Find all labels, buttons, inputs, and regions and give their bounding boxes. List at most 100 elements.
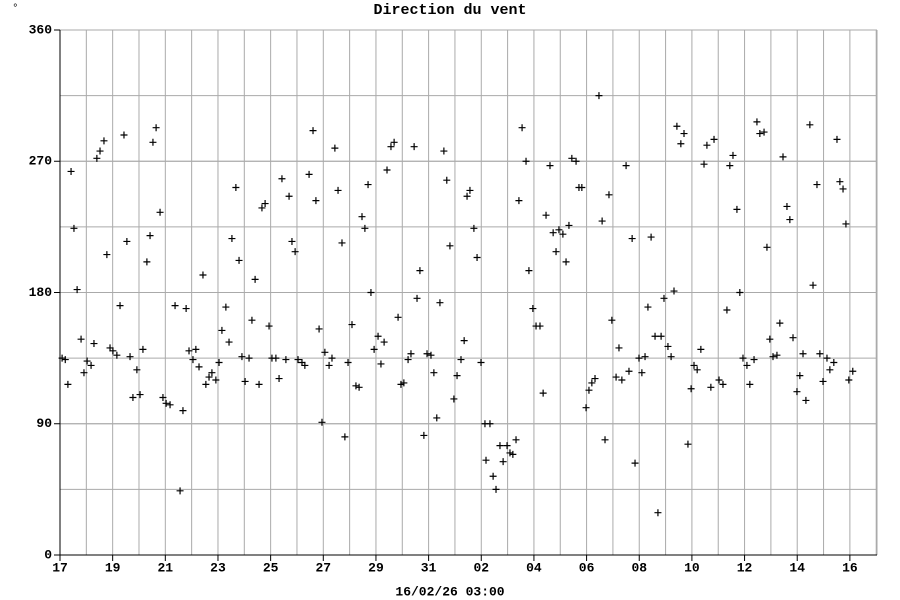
data-point bbox=[341, 433, 349, 441]
data-point bbox=[773, 351, 781, 359]
data-point bbox=[126, 353, 134, 361]
data-point bbox=[407, 350, 415, 358]
y-tick-label: 360 bbox=[29, 22, 53, 37]
y-tick-label: 270 bbox=[29, 154, 53, 169]
data-point bbox=[525, 267, 533, 275]
data-point bbox=[723, 306, 731, 314]
x-tick-label: 02 bbox=[473, 560, 489, 575]
data-point bbox=[845, 376, 853, 384]
data-point bbox=[285, 192, 293, 200]
data-point bbox=[509, 450, 517, 458]
data-point bbox=[736, 289, 744, 296]
data-point bbox=[601, 436, 609, 444]
data-point bbox=[446, 242, 454, 250]
data-point bbox=[729, 151, 737, 159]
data-point bbox=[816, 350, 824, 358]
data-point bbox=[433, 414, 441, 422]
data-point bbox=[743, 361, 751, 369]
data-point bbox=[641, 353, 649, 361]
data-point bbox=[61, 356, 69, 364]
data-point bbox=[222, 303, 230, 311]
data-point bbox=[536, 322, 544, 330]
data-point bbox=[192, 345, 200, 353]
data-point bbox=[58, 354, 66, 362]
data-point bbox=[591, 375, 599, 383]
x-tick-label: 23 bbox=[210, 560, 226, 575]
data-point bbox=[582, 404, 590, 412]
data-point bbox=[463, 192, 471, 200]
data-point bbox=[813, 181, 821, 189]
data-point bbox=[756, 130, 764, 138]
data-point bbox=[109, 347, 117, 355]
data-point bbox=[496, 442, 504, 450]
data-point bbox=[443, 176, 451, 184]
data-point bbox=[776, 319, 784, 327]
data-point bbox=[96, 147, 104, 155]
data-point bbox=[225, 338, 233, 346]
data-point bbox=[470, 224, 478, 232]
data-point bbox=[518, 124, 526, 132]
data-point bbox=[766, 335, 774, 343]
x-tick-label: 29 bbox=[368, 560, 384, 575]
data-point bbox=[512, 436, 520, 444]
data-point bbox=[539, 389, 547, 397]
data-point bbox=[733, 205, 741, 213]
x-tick-label: 27 bbox=[315, 560, 331, 575]
data-point bbox=[185, 347, 193, 355]
data-point bbox=[703, 141, 711, 149]
data-point bbox=[457, 356, 465, 364]
data-point bbox=[552, 248, 560, 256]
data-point bbox=[477, 359, 485, 366]
data-point bbox=[129, 394, 137, 401]
data-point bbox=[370, 345, 378, 353]
data-point bbox=[625, 367, 633, 375]
data-point bbox=[667, 353, 675, 361]
data-point bbox=[232, 184, 240, 191]
data-point bbox=[588, 379, 596, 387]
x-tick-label: 06 bbox=[579, 560, 595, 575]
x-tick-label: 08 bbox=[631, 560, 647, 575]
data-point bbox=[156, 208, 164, 216]
data-point bbox=[305, 170, 313, 178]
data-point bbox=[67, 167, 75, 175]
data-point bbox=[693, 366, 701, 374]
data-point bbox=[578, 184, 586, 191]
data-point bbox=[103, 251, 111, 259]
data-point bbox=[387, 143, 395, 151]
data-point bbox=[638, 369, 646, 377]
data-point bbox=[710, 135, 718, 143]
data-point bbox=[374, 332, 382, 340]
data-point bbox=[707, 383, 715, 391]
data-point bbox=[212, 376, 220, 384]
data-point bbox=[318, 418, 326, 426]
data-point bbox=[83, 357, 91, 365]
y-tick-label: 180 bbox=[29, 285, 53, 300]
data-point bbox=[440, 147, 448, 155]
data-point bbox=[631, 459, 639, 467]
data-point bbox=[334, 186, 342, 194]
data-point bbox=[143, 258, 151, 266]
x-tick-label: 04 bbox=[526, 560, 542, 575]
data-point bbox=[450, 395, 458, 403]
data-point bbox=[568, 154, 576, 162]
data-point bbox=[515, 197, 523, 205]
data-point bbox=[819, 377, 827, 385]
data-point bbox=[836, 178, 844, 186]
data-point bbox=[309, 127, 317, 135]
data-point bbox=[352, 382, 360, 390]
data-point bbox=[542, 211, 550, 219]
data-point bbox=[628, 235, 636, 243]
x-tick-label: 16 bbox=[842, 560, 858, 575]
data-point bbox=[355, 383, 363, 391]
data-point bbox=[436, 299, 444, 307]
data-point bbox=[413, 294, 421, 302]
data-point bbox=[73, 286, 81, 294]
data-point bbox=[615, 344, 623, 352]
data-point bbox=[635, 354, 643, 362]
data-point bbox=[769, 353, 777, 361]
data-point bbox=[394, 313, 402, 321]
data-point bbox=[251, 275, 259, 283]
data-point bbox=[486, 420, 494, 428]
data-point bbox=[404, 356, 412, 364]
